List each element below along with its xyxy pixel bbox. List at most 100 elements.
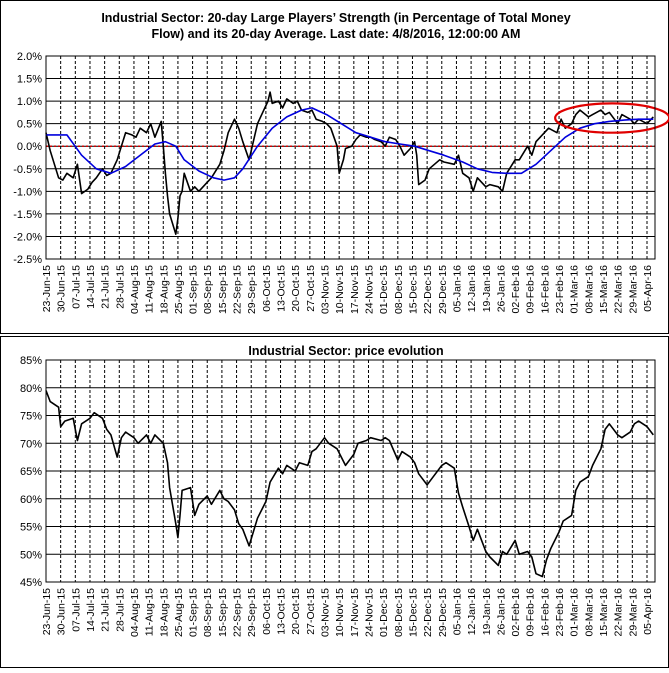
x-tick-label: 21-Jul-15 (100, 265, 112, 309)
x-tick-label: 24-Nov-15 (363, 588, 375, 637)
x-tick-label: 08-Mar-16 (583, 265, 595, 314)
x-tick-label: 27-Oct-15 (305, 588, 317, 635)
x-tick-label: 07-Jul-15 (70, 588, 82, 632)
x-tick-label: 19-Jan-16 (481, 265, 493, 312)
y-tick-label: 60% (20, 494, 42, 506)
top-chart-plot: 2.0% 1.5% 1.0% 0.5% 0.0% -0.5% -1.0% -1.5% -2.0%… (13, 51, 669, 314)
x-tick-label: 23-Feb-16 (554, 588, 566, 637)
y-tick-label: 85% (20, 355, 42, 367)
y-tick-label: -1.5% (13, 209, 42, 221)
top-chart-title-line1: Industrial Sector: 20-day Large Players’… (101, 11, 570, 25)
highlight-ellipse (554, 102, 669, 134)
x-tick-label: 18-Aug-15 (158, 588, 170, 637)
x-tick-label: 22-Dec-15 (422, 588, 434, 637)
x-tick-label: 25-Aug-15 (173, 265, 185, 314)
y-tick-label: 50% (20, 549, 42, 561)
y-tick-label: 2.0% (17, 51, 42, 63)
series-line-0 (45, 390, 654, 578)
y-tick-label: 70% (20, 438, 42, 450)
x-tick-label: 08-Mar-16 (583, 588, 595, 637)
x-tick-label: 26-Jan-16 (495, 588, 507, 635)
x-tick-label: 11-Aug-15 (144, 265, 156, 313)
top-chart-title-line2: Flow) and its 20-day Average. Last date:… (152, 27, 521, 41)
x-tick-label: 03-Nov-15 (320, 588, 332, 637)
y-tick-label: 0.5% (17, 119, 42, 131)
x-tick-label: 20-Oct-15 (290, 265, 302, 312)
x-tick-label: 15-Sep-15 (217, 588, 229, 637)
plot-area-0 (46, 56, 655, 259)
x-tick-label: 28-Jul-15 (114, 265, 126, 309)
x-tick-label: 29-Mar-16 (627, 265, 639, 314)
x-tick-label: 16-Feb-16 (539, 265, 551, 314)
x-tick-label: 08-Sep-15 (202, 265, 214, 314)
x-tick-label: 29-Mar-16 (627, 588, 639, 637)
y-tick-label: -2.5% (13, 254, 42, 266)
x-tick-label: 29-Sep-15 (246, 588, 258, 637)
x-tick-label: 08-Dec-15 (393, 265, 405, 314)
x-tick-label: 20-Oct-15 (290, 588, 302, 635)
x-tick-label: 27-Oct-15 (305, 265, 317, 312)
y-tick-label: 75% (20, 411, 42, 423)
x-tick-label: 10-Nov-15 (334, 265, 346, 314)
x-tick-label: 22-Sep-15 (232, 265, 244, 314)
x-tick-label: 13-Oct-15 (276, 588, 288, 635)
y-tick-label: 55% (20, 522, 42, 534)
x-tick-label: 22-Dec-15 (422, 265, 434, 314)
x-tick-label: 24-Nov-15 (363, 265, 375, 314)
x-tick-label: 14-Jul-15 (85, 265, 97, 309)
x-tick-label: 26-Jan-16 (495, 265, 507, 312)
y-tick-label: 1.0% (17, 96, 42, 108)
y-tick-label: -2.0% (13, 231, 42, 243)
x-tick-label: 05-Jan-16 (451, 588, 463, 635)
x-tick-label: 30-Jun-15 (56, 265, 68, 312)
x-tick-label: 05-Apr-16 (642, 265, 654, 312)
x-tick-label: 02-Feb-16 (510, 588, 522, 637)
plot-border-1 (45, 359, 656, 583)
x-tick-label: 01-Mar-16 (569, 265, 581, 314)
x-tick-label: 15-Dec-15 (407, 265, 419, 314)
y-tick-label: 45% (20, 577, 42, 589)
x-tick-label: 04-Aug-15 (129, 588, 141, 637)
x-tick-label: 01-Sep-15 (188, 265, 200, 314)
x-tick-label: 10-Nov-15 (334, 588, 346, 637)
x-tick-label: 03-Nov-15 (320, 265, 332, 314)
x-tick-label: 30-Jun-15 (56, 588, 68, 635)
y-tick-label: 1.5% (17, 74, 42, 86)
x-tick-label: 01-Mar-16 (569, 588, 581, 637)
x-tick-label: 08-Dec-15 (393, 588, 405, 637)
x-tick-label: 23-Jun-15 (41, 588, 53, 635)
x-tick-label: 22-Sep-15 (232, 588, 244, 637)
x-tick-label: 28-Jul-15 (114, 588, 126, 632)
x-tick-label: 23-Feb-16 (554, 265, 566, 314)
x-tick-label: 14-Jul-15 (85, 588, 97, 632)
x-tick-label: 12-Jan-16 (466, 265, 478, 312)
x-tick-label: 16-Feb-16 (539, 588, 551, 637)
x-tick-label: 17-Nov-15 (349, 265, 361, 314)
x-tick-label: 18-Aug-15 (158, 265, 170, 314)
x-tick-label: 06-Oct-15 (261, 588, 273, 635)
bottom-chart-title: Industrial Sector: price evolution (248, 344, 443, 358)
y-tick-label: -0.5% (13, 164, 42, 176)
x-tick-label: 25-Aug-15 (173, 588, 185, 637)
x-tick-label: 07-Jul-15 (70, 265, 82, 309)
x-tick-label: 09-Feb-16 (525, 588, 537, 637)
x-tick-label: 02-Feb-16 (510, 265, 522, 314)
x-tick-label: 23-Jun-15 (41, 265, 53, 312)
x-tick-label: 09-Feb-16 (525, 265, 537, 314)
x-tick-label: 15-Dec-15 (407, 588, 419, 637)
x-tick-label: 17-Nov-15 (349, 588, 361, 637)
x-tick-label: 01-Sep-15 (188, 588, 200, 637)
x-tick-label: 01-Dec-15 (378, 588, 390, 637)
x-tick-label: 19-Jan-16 (481, 588, 493, 635)
x-tick-label: 05-Jan-16 (451, 265, 463, 312)
y-tick-label: 80% (20, 383, 42, 395)
x-tick-label: 21-Jul-15 (100, 588, 112, 632)
bottom-chart-plot: 85% 80% 75% 70% 65% 60% 55% 50% 45%23-Jun-15 30-J… (20, 355, 656, 637)
x-tick-label: 29-Dec-15 (437, 588, 449, 637)
series-line-0 (45, 91, 654, 235)
y-tick-label: -1.0% (13, 186, 42, 198)
x-tick-label: 12-Jan-16 (466, 588, 478, 635)
y-tick-label: 0.0% (17, 141, 42, 153)
